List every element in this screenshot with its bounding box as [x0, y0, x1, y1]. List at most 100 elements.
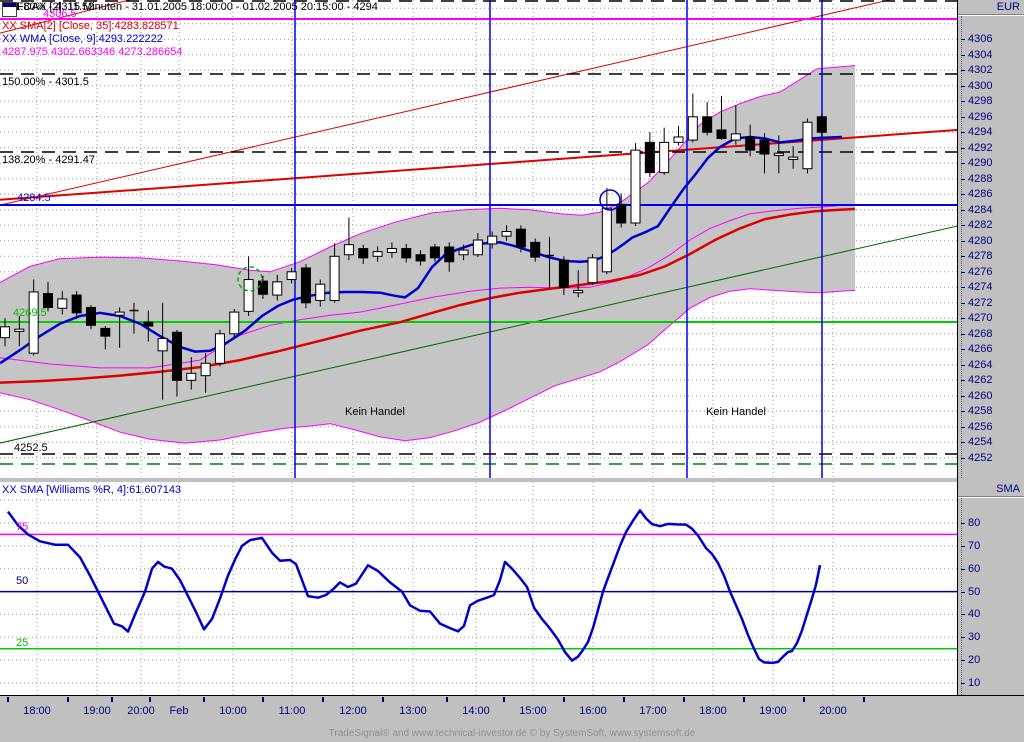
indicator-tick [961, 523, 965, 524]
indicator-axis-leader [961, 498, 962, 695]
no-trade-label-1: Kein Handel [345, 406, 405, 418]
price-tick [961, 39, 965, 40]
price-tick [961, 86, 965, 87]
panel-separator[interactable] [0, 478, 957, 482]
price-axis-unit: EUR [996, 1, 1020, 13]
indicator-tick [961, 546, 965, 547]
candle-body [143, 321, 154, 327]
volatility-band-fill [0, 65, 855, 444]
candle-body [558, 259, 569, 288]
candle-body [429, 246, 440, 259]
candle-body [257, 280, 268, 295]
legend-band[interactable]: 4287.975 4302.663346 4273.286654 [2, 46, 183, 58]
price-tick-label: 4252 [968, 452, 993, 464]
level-4284-label: 4284.5 [17, 192, 51, 204]
time-tick [563, 697, 565, 702]
price-tick-label: 4286 [968, 188, 993, 200]
indicator-tick-label: 20 [968, 654, 981, 666]
candle-body [659, 141, 670, 174]
candle-body [286, 271, 297, 281]
green-circle-annotation [237, 266, 263, 292]
price-tick-label: 4290 [968, 157, 993, 169]
price-tick [961, 194, 965, 195]
time-tick-label: 19:00 [759, 705, 787, 717]
candle-body [788, 156, 799, 160]
price-tick [961, 256, 965, 257]
price-tick-label: 4268 [968, 328, 993, 340]
indicator-axis-header: SMA [958, 482, 1024, 497]
indicator-tick-label: 60 [968, 563, 981, 575]
time-tick-label: 13:00 [399, 705, 427, 717]
time-tick-label: 18:00 [699, 705, 727, 717]
candle-body [386, 248, 397, 253]
time-tick-label: 19:00 [83, 705, 111, 717]
price-tick-label: 4278 [968, 250, 993, 262]
price-axis-header: EUR [958, 0, 1024, 15]
candle-body [186, 372, 197, 381]
red-channel-upper-stub [0, 0, 131, 34]
price-tick [961, 55, 965, 56]
indicator-tick-label: 50 [968, 586, 981, 598]
price-tick-label: 4294 [968, 126, 993, 138]
legend-wma9[interactable]: XX WMA [Close, 9]:4293.222222 [2, 33, 163, 45]
indicator-tick-label: 80 [968, 517, 981, 529]
price-tick [961, 225, 965, 226]
candle-body [114, 311, 125, 316]
red-channel-main [0, 0, 891, 206]
candle-body [71, 294, 82, 314]
price-tick [961, 318, 965, 319]
watermark-text: TradeSignal® and www.technical-investor.… [328, 728, 696, 739]
legend-williams-sma[interactable]: XX SMA [Williams %R, 4]:61.607143 [2, 484, 182, 496]
price-tick [961, 210, 965, 211]
indicator-tick [961, 660, 965, 661]
time-tick-label: 18:00 [23, 705, 51, 717]
ref-50-label: 50 [16, 575, 29, 587]
price-axis[interactable]: EUR 4306 4304 4302 4300 4298 4296 4294 4292 4290… [958, 0, 1024, 478]
candle-body [415, 254, 426, 262]
time-tick-label: 20:00 [819, 705, 847, 717]
candle-body [100, 327, 111, 337]
price-tick-label: 4282 [968, 219, 993, 231]
band-lower-line [0, 288, 856, 444]
indicator-tick [961, 592, 965, 593]
time-tick [382, 697, 384, 702]
candle-body [343, 244, 354, 256]
time-tick-label: 11:00 [278, 705, 306, 717]
price-tick-label: 4254 [968, 436, 993, 448]
price-tick-label: 4262 [968, 374, 993, 386]
price-chart-panel[interactable]: 161.80% - 4311.52 FDAX [2], 15 Minuten -… [0, 0, 957, 478]
price-tick-label: 4258 [968, 405, 993, 417]
price-tick-label: 4300 [968, 80, 993, 92]
price-tick [961, 427, 965, 428]
no-trade-label-2: Kein Handel [706, 406, 766, 418]
candle-body [85, 306, 96, 326]
price-tick [961, 334, 965, 335]
candle-body [745, 136, 756, 151]
price-tick [961, 303, 965, 304]
wma9-line [0, 135, 843, 365]
indicator-panel[interactable]: XX SMA [Williams %R, 4]:61.607143 75 50 … [0, 482, 957, 695]
time-tick [623, 697, 625, 702]
candle-body [587, 257, 598, 284]
legend-sma35[interactable]: XX SMA[2] [Close, 35]:4283.828571 [2, 20, 179, 32]
candle-body [200, 362, 211, 377]
price-tick [961, 163, 965, 164]
time-tick-label: 10:00 [219, 705, 247, 717]
indicator-axis[interactable]: SMA 80 70 60 50 40 30 20 10 [958, 482, 1024, 695]
time-tick [803, 697, 805, 702]
price-tick-label: 4306 [968, 33, 993, 45]
time-axis[interactable]: 18:00 19:00 20:00 Feb 10:00 11:00 12:00 13:00 14… [0, 695, 1024, 742]
indicator-tick-label: 30 [968, 631, 981, 643]
price-tick-label: 4272 [968, 297, 993, 309]
price-chart-canvas [0, 0, 957, 478]
candle-body [644, 141, 655, 174]
time-tick [446, 697, 448, 702]
price-tick [961, 380, 965, 381]
price-tick-label: 4292 [968, 142, 993, 154]
price-tick-label: 4276 [968, 266, 993, 278]
price-tick [961, 101, 965, 102]
candle-body [401, 248, 412, 259]
price-tick [961, 396, 965, 397]
candle-body [816, 116, 827, 133]
